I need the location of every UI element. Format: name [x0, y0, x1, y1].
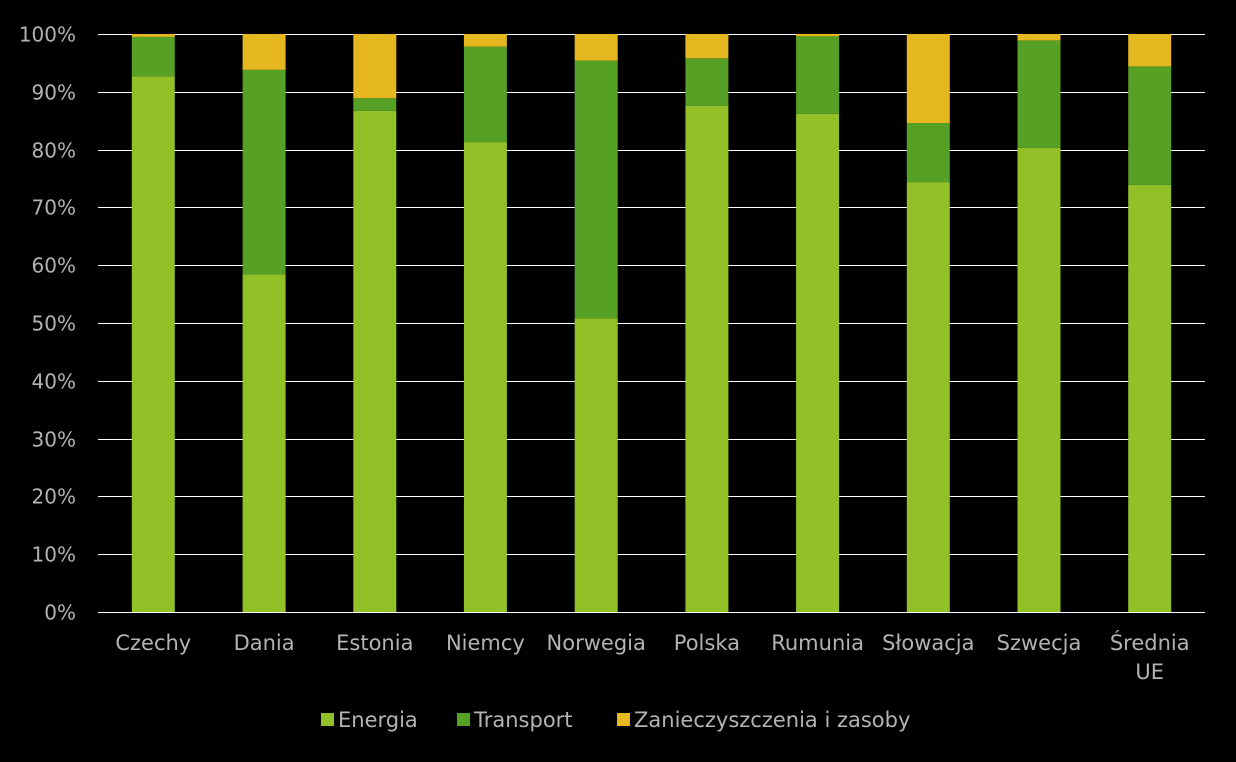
bar-stack	[685, 34, 729, 612]
bar-segment-transport	[1128, 66, 1172, 185]
bar-segment-transport	[906, 123, 950, 183]
y-tick-label: 40%	[32, 370, 76, 394]
y-tick-label: 100%	[19, 23, 76, 47]
bar-segment-energia	[796, 113, 840, 613]
bar-segment-transport	[131, 36, 175, 77]
x-axis-category-labels: Czechy Dania Estonia Niemcy Norwegia Polska Ru…	[115, 630, 1189, 684]
x-category-label-line: Norwegia	[547, 631, 646, 655]
x-category-label: Dania	[234, 631, 295, 655]
bar-stack	[1017, 34, 1061, 612]
bar-segment-transport	[574, 60, 618, 319]
legend-swatch	[321, 713, 334, 726]
bar-stack	[574, 34, 618, 612]
y-tick-label: 20%	[32, 485, 76, 509]
bar-segment-energia	[1017, 147, 1061, 612]
bar-segment-energia	[353, 110, 397, 613]
bar-segment-transport	[1017, 40, 1061, 148]
bar-segment-transport	[463, 46, 507, 143]
x-category-label-line: UE	[1135, 660, 1164, 684]
bar-segment-transport	[685, 58, 729, 106]
bar-stack	[796, 34, 840, 613]
bar-stack	[242, 34, 286, 612]
x-category-label: Polska	[674, 631, 740, 655]
legend: Energia Transport Zanieczyszczenia i zasob…	[321, 708, 910, 732]
bar-segment-zanieczyszczenia-i-zasoby	[131, 34, 175, 37]
bar-stack	[131, 34, 175, 612]
y-tick-label: 60%	[32, 254, 76, 278]
y-tick-label: 30%	[32, 428, 76, 452]
x-category-label: Estonia	[336, 631, 413, 655]
legend-swatch	[457, 713, 470, 726]
bar-stack	[353, 34, 397, 613]
bar-segment-zanieczyszczenia-i-zasoby	[685, 34, 729, 59]
bar-stack	[463, 34, 507, 612]
bar-segment-zanieczyszczenia-i-zasoby	[796, 34, 840, 37]
x-category-label-line: Rumunia	[771, 631, 864, 655]
bar-segment-zanieczyszczenia-i-zasoby	[242, 34, 286, 70]
y-tick-label: 10%	[32, 543, 76, 567]
bar-segment-zanieczyszczenia-i-zasoby	[1128, 34, 1172, 67]
bar-segment-zanieczyszczenia-i-zasoby	[906, 34, 950, 123]
bar-segment-transport	[353, 98, 397, 111]
legend-label: Zanieczyszczenia i zasoby	[634, 708, 910, 732]
bar-segment-energia	[685, 105, 729, 612]
y-tick-label: 0%	[44, 601, 76, 625]
x-category-label: Czechy	[115, 631, 191, 655]
y-tick-label: 70%	[32, 196, 76, 220]
bar-segment-zanieczyszczenia-i-zasoby	[574, 34, 618, 61]
bar-segment-zanieczyszczenia-i-zasoby	[1017, 34, 1061, 41]
bars	[131, 34, 1172, 613]
bar-segment-zanieczyszczenia-i-zasoby	[353, 34, 397, 99]
x-category-label-line: Szwecja	[997, 631, 1082, 655]
x-category-label-line: Niemcy	[446, 631, 525, 655]
bar-segment-energia	[242, 274, 286, 612]
bar-segment-energia	[131, 76, 175, 612]
y-axis-tick-labels: 0% 10% 20% 30% 40% 50% 60% 70% 80% 90% 100%	[19, 23, 76, 625]
x-category-label: Norwegia	[547, 631, 646, 655]
y-tick-label: 90%	[32, 81, 76, 105]
x-category-label: Niemcy	[446, 631, 525, 655]
bar-segment-transport	[242, 69, 286, 275]
bar-segment-energia	[1128, 184, 1172, 612]
x-category-label: Średnia UE	[1110, 630, 1190, 684]
x-category-label: Słowacja	[882, 631, 974, 655]
bar-segment-energia	[463, 142, 507, 612]
x-category-label-line: Czechy	[115, 631, 191, 655]
x-category-label-line: Estonia	[336, 631, 413, 655]
bar-segment-zanieczyszczenia-i-zasoby	[463, 34, 507, 47]
x-category-label-line: Dania	[234, 631, 295, 655]
x-category-label-line: Polska	[674, 631, 740, 655]
y-tick-label: 50%	[32, 312, 76, 336]
legend-swatch	[617, 713, 630, 726]
x-category-label: Szwecja	[997, 631, 1082, 655]
bar-stack	[906, 34, 950, 612]
bar-segment-energia	[906, 182, 950, 612]
y-tick-label: 80%	[32, 139, 76, 163]
bar-segment-energia	[574, 318, 618, 612]
x-category-label-line: Słowacja	[882, 631, 974, 655]
bar-segment-transport	[796, 36, 840, 114]
x-category-label: Rumunia	[771, 631, 864, 655]
legend-label: Transport	[473, 708, 573, 732]
legend-label: Energia	[338, 708, 418, 732]
bar-stack	[1128, 34, 1172, 612]
x-category-label-line: Średnia	[1110, 630, 1190, 655]
